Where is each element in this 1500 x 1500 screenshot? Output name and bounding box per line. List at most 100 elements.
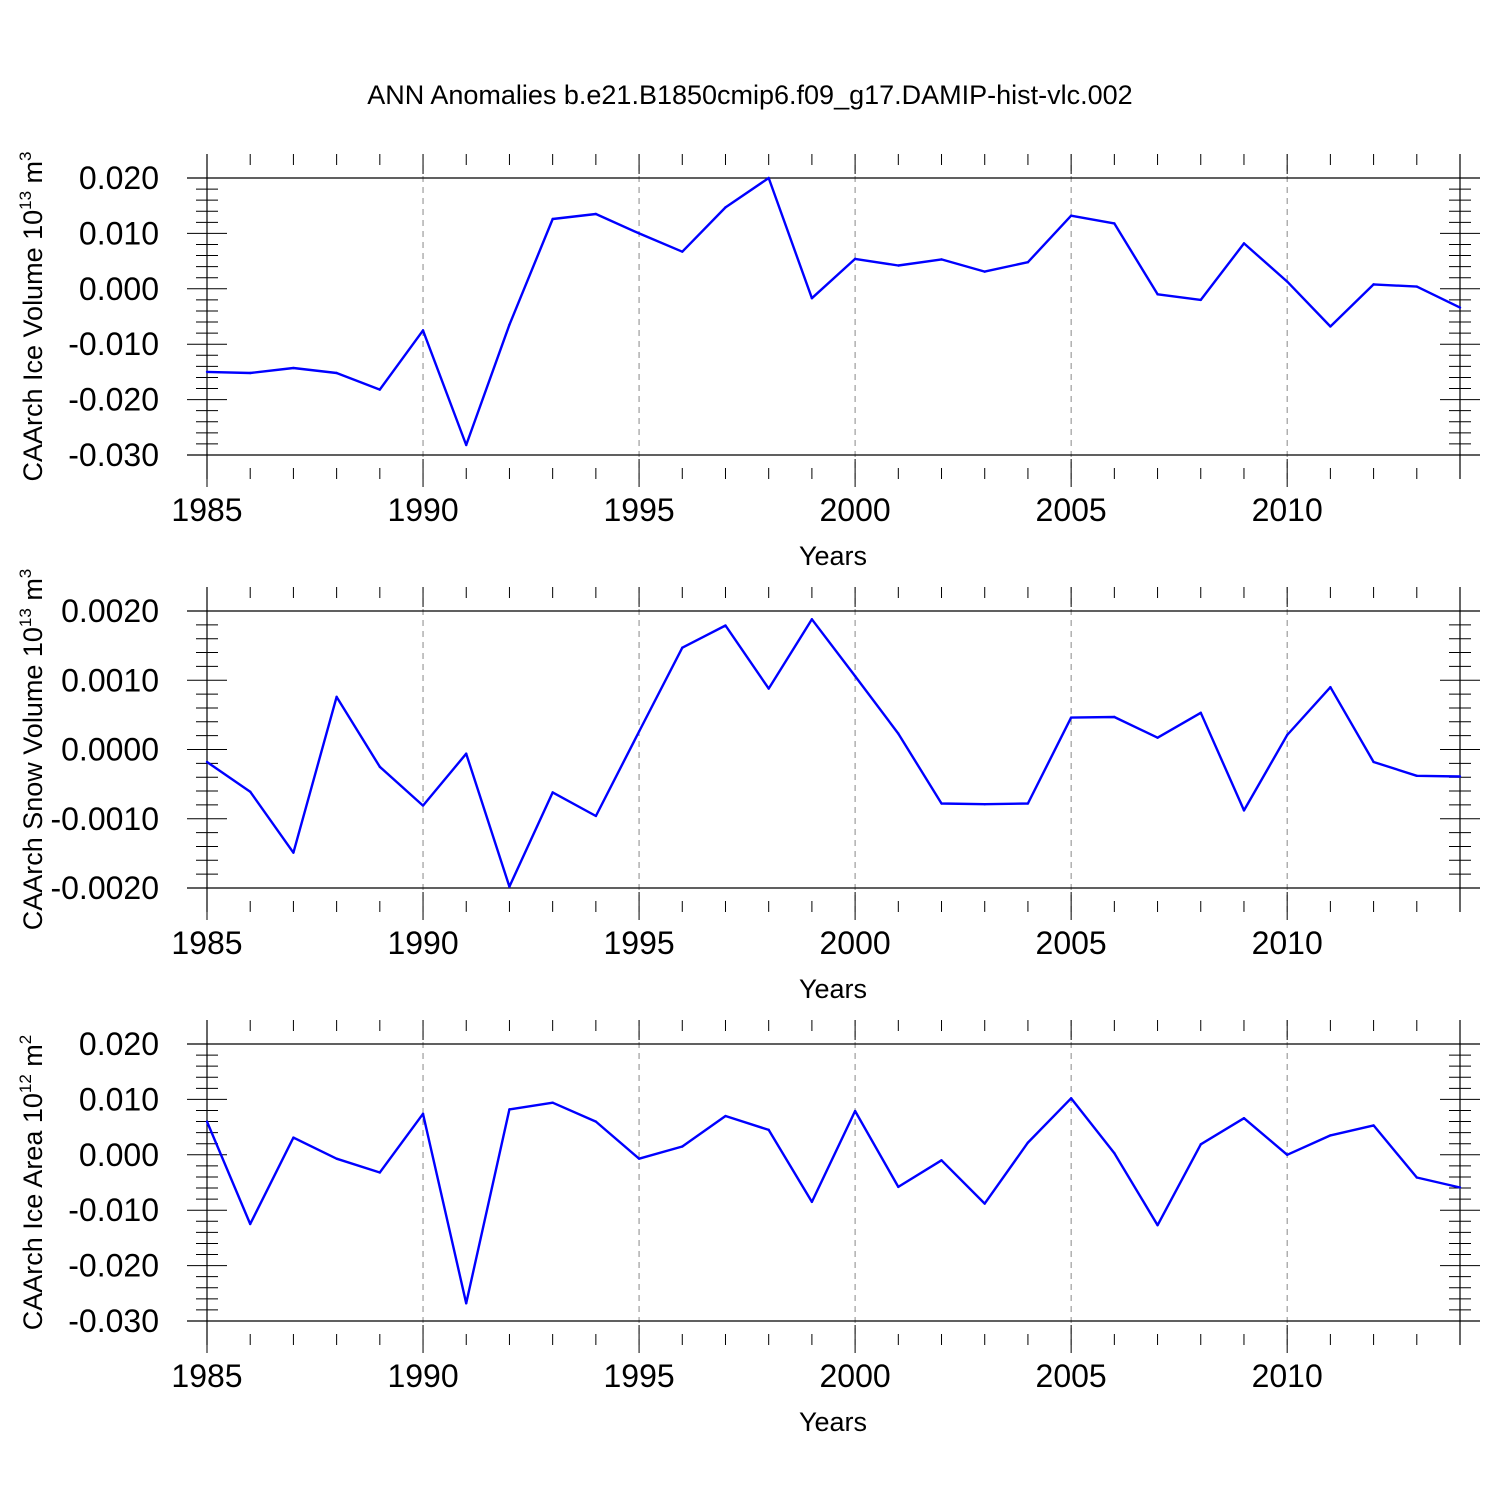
x-tick-label: 2000 [820, 1358, 891, 1394]
panels-container: 1985 1990 1995 2000 2005 2010 Years -0.030 -0.02… [16, 151, 1480, 1437]
data-point [1372, 283, 1375, 286]
data-point [1242, 809, 1246, 812]
data-point [1156, 736, 1159, 739]
y-tick-label: 0.020 [79, 1026, 159, 1062]
x-tick-label: 1995 [603, 1358, 674, 1394]
data-point [508, 1108, 511, 1111]
data-point [1156, 293, 1159, 296]
chart-title: ANN Anomalies b.e21.B1850cmip6.f09_g17.D… [367, 80, 1132, 110]
x-tick-label: 1990 [387, 1358, 458, 1394]
data-point [335, 695, 338, 699]
data-point [724, 624, 727, 627]
data-point [767, 1128, 770, 1132]
x-tick-label: 2005 [1036, 492, 1107, 528]
data-point [1026, 261, 1030, 264]
data-point [810, 1200, 814, 1204]
x-tick-label: 2000 [820, 925, 891, 961]
y-axis-label-unit: m [18, 1044, 48, 1074]
data-point [1242, 242, 1246, 245]
data-point [724, 1114, 727, 1118]
data-point [1285, 280, 1289, 283]
data-point [1026, 802, 1030, 805]
y-tick-label: 0.0010 [61, 662, 159, 698]
data-point [335, 371, 338, 375]
y-axis-label-text: CAArch Ice Area 10 [18, 1093, 48, 1330]
data-point [205, 760, 209, 764]
x-tick-label: 2010 [1252, 492, 1323, 528]
data-point [724, 206, 727, 209]
y-axis-label: CAArch Ice Area 1012 m2 [16, 1035, 48, 1331]
x-tick-label: 2000 [820, 492, 891, 528]
data-point [508, 323, 511, 327]
data-point [1458, 775, 1462, 778]
y-axis-label-unit: m [18, 578, 48, 608]
data-point [551, 217, 554, 221]
x-tick-label: 1995 [603, 492, 674, 528]
data-point [249, 1222, 252, 1226]
y-axis-label-text: CAArch Ice Volume 10 [18, 210, 48, 482]
data-point [1069, 214, 1073, 217]
data-point [1069, 1097, 1073, 1100]
y-tick-label: -0.030 [68, 1303, 159, 1339]
y-tick-label: -0.020 [68, 382, 159, 418]
y-axis-label-exponent: 13 [16, 608, 35, 627]
x-axis-label: Years [799, 1407, 867, 1437]
y-tick-label: -0.0020 [50, 870, 159, 906]
x-tick-label: 1985 [171, 492, 242, 528]
data-point [810, 618, 814, 621]
data-point [1199, 711, 1202, 714]
x-tick-label: 1990 [387, 925, 458, 961]
x-tick-label: 1995 [603, 925, 674, 961]
data-point [681, 1145, 684, 1148]
data-point [1415, 1176, 1418, 1179]
y-axis-label-unit: m [18, 161, 48, 191]
series-line [206, 176, 1461, 447]
data-point [767, 176, 770, 180]
data-point [551, 791, 554, 794]
y-tick-label: 0.000 [79, 1137, 159, 1173]
data-point [335, 1157, 338, 1160]
y-tick-label: -0.010 [68, 1192, 159, 1228]
y-tick-label: -0.030 [68, 437, 159, 473]
panel-2: 1985 1990 1995 2000 2005 2010 Years -0.0020 -0.0… [16, 569, 1480, 1004]
data-point [1458, 1186, 1462, 1189]
data-point [681, 250, 684, 253]
data-point [292, 1136, 295, 1139]
data-point [897, 264, 900, 267]
data-point [1242, 1117, 1246, 1120]
data-point [940, 802, 943, 805]
data-point [594, 1120, 598, 1123]
data-point [1329, 685, 1332, 689]
y-axis-label-unit-exponent: 3 [16, 151, 35, 160]
y-tick-label: -0.020 [68, 1248, 159, 1284]
data-point [292, 366, 295, 370]
data-point [421, 804, 425, 807]
data-point [897, 1185, 900, 1189]
data-point [940, 258, 943, 261]
data-point [465, 1302, 468, 1305]
y-tick-label: -0.0010 [50, 801, 159, 837]
data-point [205, 1120, 209, 1123]
data-point [983, 270, 986, 273]
data-point [853, 257, 857, 261]
data-point [1372, 1124, 1375, 1127]
data-point [810, 297, 814, 300]
x-axis-label: Years [799, 541, 867, 571]
series-line [206, 618, 1461, 888]
data-point [637, 1157, 641, 1160]
y-tick-label: 0.000 [79, 271, 159, 307]
data-point [249, 790, 252, 793]
x-tick-label: 2005 [1036, 1358, 1107, 1394]
data-point [1069, 716, 1073, 719]
x-tick-label: 2005 [1036, 925, 1107, 961]
data-point [1156, 1223, 1159, 1227]
data-point [292, 851, 295, 854]
data-point [681, 646, 684, 649]
data-point [378, 765, 382, 769]
data-point [378, 388, 382, 391]
data-point [1415, 774, 1418, 778]
data-point [378, 1171, 382, 1174]
data-point [1372, 760, 1375, 764]
data-point [421, 329, 425, 332]
